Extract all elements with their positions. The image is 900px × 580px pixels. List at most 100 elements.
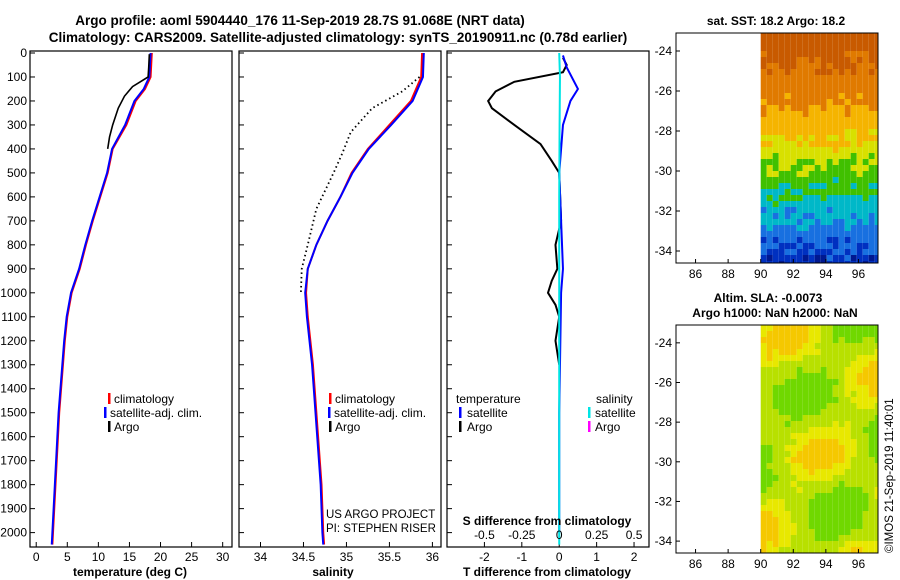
- map-cell: [790, 33, 797, 39]
- map-cell: [802, 325, 809, 331]
- map-cell: [766, 87, 773, 93]
- map-cell: [868, 123, 875, 129]
- map-cell: [796, 409, 803, 415]
- map-cell: [820, 147, 827, 153]
- map-cell: [832, 403, 839, 409]
- map-cell: [832, 99, 839, 105]
- map-cell: [820, 343, 827, 349]
- map-cell: [808, 451, 815, 457]
- map-cell: [802, 457, 809, 463]
- map-cell: [784, 87, 791, 93]
- x-tick-label: 10: [92, 550, 106, 564]
- map-cell: [826, 361, 833, 367]
- map-cell: [784, 105, 791, 111]
- map-cell: [874, 39, 878, 45]
- map-cell: [802, 469, 809, 475]
- map-cell: [808, 517, 815, 523]
- map-cell: [814, 331, 821, 337]
- map-cell: [766, 255, 773, 261]
- map-cell: [868, 75, 875, 81]
- map-cell: [814, 469, 821, 475]
- map-cell: [790, 349, 797, 355]
- map-cell: [778, 403, 785, 409]
- map-cell: [784, 337, 791, 343]
- map-cell: [826, 415, 833, 421]
- map-cell: [790, 219, 797, 225]
- map-cell: [814, 385, 821, 391]
- map-cell: [868, 243, 875, 249]
- map-cell: [844, 529, 851, 535]
- map-cell: [874, 189, 878, 195]
- map-cell: [814, 463, 821, 469]
- map-cell: [778, 243, 785, 249]
- map-cell: [772, 219, 779, 225]
- map-cell: [874, 159, 878, 165]
- map-cell: [868, 403, 875, 409]
- map-cell: [868, 201, 875, 207]
- x-tick-label: 30: [216, 550, 230, 564]
- map-cell: [850, 547, 857, 553]
- map-cell: [826, 541, 833, 547]
- map-cell: [790, 189, 797, 195]
- map-cell: [778, 439, 785, 445]
- map-cell: [790, 93, 797, 99]
- map-cell: [874, 451, 878, 457]
- map-cell: [832, 487, 839, 493]
- map-cell: [802, 201, 809, 207]
- map-cell: [772, 325, 779, 331]
- map-cell: [868, 349, 875, 355]
- map-cell: [808, 201, 815, 207]
- map-cell: [778, 367, 785, 373]
- s-tick-label: 0.5: [626, 528, 643, 542]
- map-cell: [856, 135, 863, 141]
- map-cell: [838, 201, 845, 207]
- map-cell: [868, 511, 875, 517]
- map-cell: [814, 397, 821, 403]
- map-cell: [814, 45, 821, 51]
- map-cell: [820, 225, 827, 231]
- map-cell: [778, 343, 785, 349]
- map-cell: [844, 325, 851, 331]
- map-cell: [802, 219, 809, 225]
- map-cell: [796, 165, 803, 171]
- map-cell: [832, 39, 839, 45]
- map-cell: [778, 141, 785, 147]
- map-cell: [814, 343, 821, 349]
- map-cell: [790, 177, 797, 183]
- map-cell: [790, 421, 797, 427]
- map-cell: [820, 385, 827, 391]
- map-cell: [844, 535, 851, 541]
- map-cell: [814, 87, 821, 93]
- map-cell: [766, 51, 773, 57]
- map-cell: [778, 51, 785, 57]
- map-cell: [802, 237, 809, 243]
- map-cell: [766, 165, 773, 171]
- map-cell: [850, 523, 857, 529]
- map-cell: [874, 99, 878, 105]
- map-cell: [778, 123, 785, 129]
- map-cell: [850, 171, 857, 177]
- map-cell: [832, 177, 839, 183]
- map-cell: [796, 261, 803, 263]
- map-cell: [862, 51, 869, 57]
- map-cell: [832, 331, 839, 337]
- map-cell: [844, 445, 851, 451]
- map-cell: [838, 159, 845, 165]
- map-cell: [802, 69, 809, 75]
- map-cell: [808, 87, 815, 93]
- map-cell: [796, 45, 803, 51]
- map-cell: [868, 433, 875, 439]
- map-cell: [856, 373, 863, 379]
- map-cell: [844, 487, 851, 493]
- map-cell: [850, 207, 857, 213]
- map-cell: [844, 177, 851, 183]
- map-cell: [826, 445, 833, 451]
- map-cell: [784, 195, 791, 201]
- map-cell: [850, 63, 857, 69]
- map-cell: [832, 463, 839, 469]
- map-cell: [814, 255, 821, 261]
- map-cell: [820, 469, 827, 475]
- map-cell: [790, 469, 797, 475]
- map-cell: [874, 343, 878, 349]
- map-cell: [796, 237, 803, 243]
